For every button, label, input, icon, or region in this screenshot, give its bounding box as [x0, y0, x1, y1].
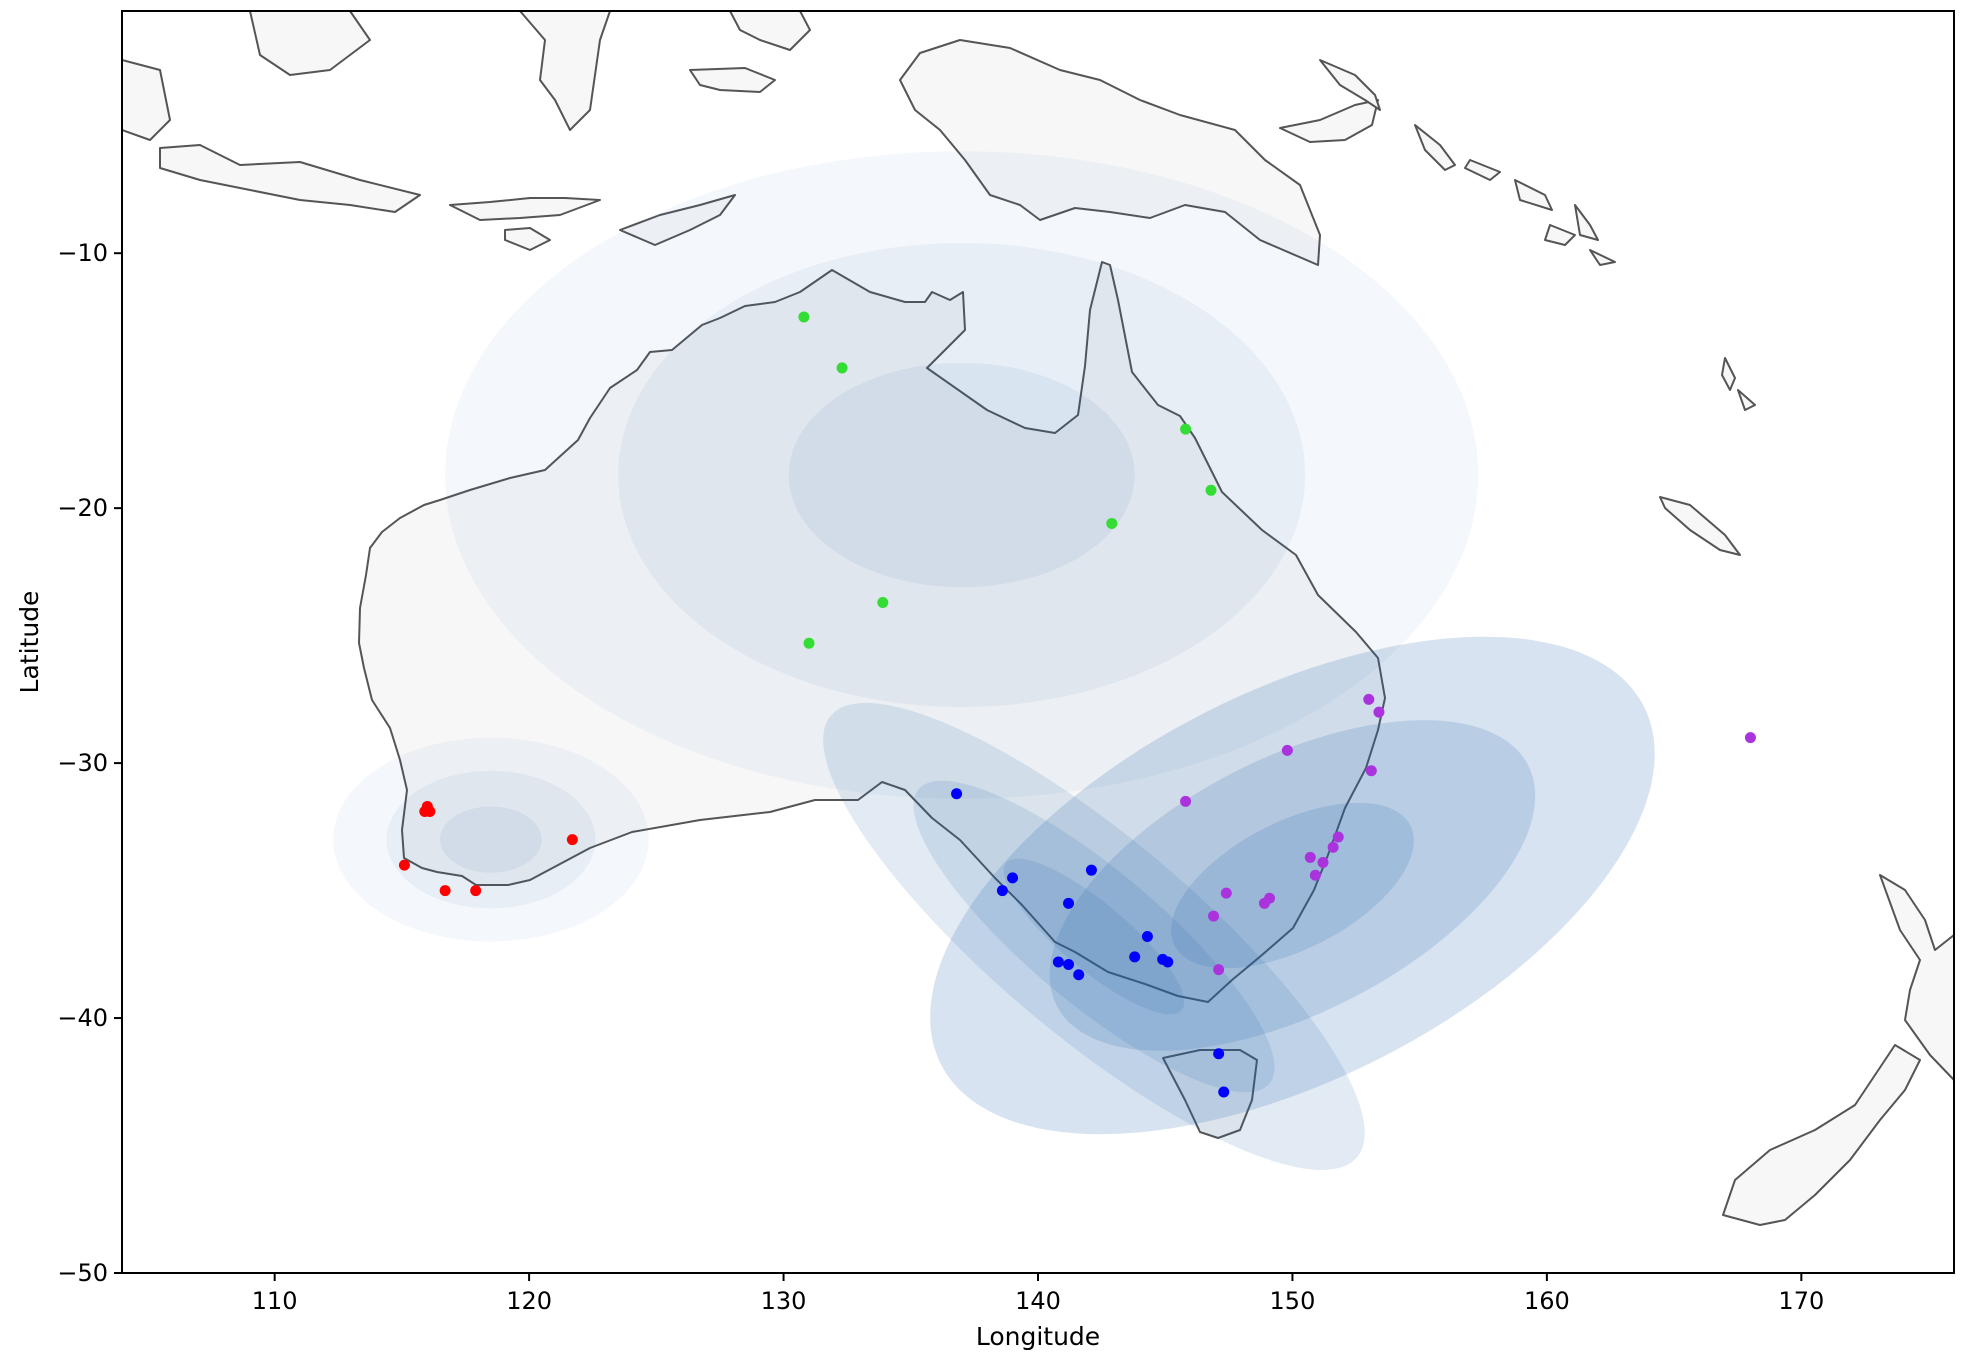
data-point-3-15	[1744, 732, 1756, 744]
timor-landmass	[449, 197, 601, 221]
borneo-sulawesi-landmass	[249, 11, 371, 76]
new-ireland-landmass	[1319, 59, 1381, 111]
data-point-3-0	[1363, 693, 1375, 705]
data-point-3-7	[1304, 851, 1316, 863]
data-point-0-3	[566, 834, 578, 846]
data-point-2-0	[951, 788, 963, 800]
density-ellipse-3-1	[913, 780, 1275, 1093]
density-ellipse-1-0	[333, 737, 649, 942]
data-point-0-2	[424, 806, 436, 818]
sulawesi-landmass	[519, 11, 611, 131]
data-point-2-12	[1213, 1048, 1225, 1060]
data-point-2-9	[1052, 956, 1064, 968]
x-tick-label: 140	[1015, 1287, 1061, 1315]
data-point-3-4	[1180, 795, 1192, 807]
data-point-3-9	[1309, 869, 1321, 881]
x-tick-label: 150	[1270, 1287, 1316, 1315]
new-zealand-south-island	[1722, 1044, 1921, 1226]
axis-layer: 110 120 130 140 150 160 170 −10 −20 −30 −40 −50	[57, 239, 1824, 1315]
data-point-1-3	[1205, 484, 1217, 496]
data-point-3-1	[1373, 706, 1385, 718]
density-ellipse-1-1	[386, 770, 596, 909]
data-point-1-0	[798, 311, 810, 323]
data-point-2-10	[1063, 959, 1075, 971]
data-point-3-14	[1213, 964, 1225, 976]
timor-east-landmass	[619, 194, 736, 246]
x-tick-label: 120	[506, 1287, 552, 1315]
sumatra-java-landmass	[122, 59, 171, 141]
data-point-2-4	[1063, 897, 1075, 909]
y-tick-label: −20	[57, 494, 108, 522]
data-point-1-4	[1106, 517, 1118, 529]
seram-landmass	[729, 11, 811, 51]
data-point-2-6	[1129, 951, 1141, 963]
data-point-1-6	[803, 637, 815, 649]
data-point-2-2	[996, 885, 1008, 897]
data-point-2-5	[1141, 930, 1153, 942]
density-ellipse-2-1	[1049, 720, 1536, 1051]
ellipse-layer	[333, 151, 1655, 1171]
data-point-2-3	[1085, 864, 1097, 876]
density-ellipse-0-0	[445, 151, 1479, 799]
data-point-3-5	[1332, 831, 1344, 843]
density-ellipse-1-2	[440, 806, 542, 873]
data-point-1-5	[877, 596, 889, 608]
data-point-2-11	[1073, 969, 1085, 981]
data-point-3-2	[1281, 744, 1293, 756]
data-point-2-13	[1218, 1086, 1230, 1098]
y-tick-label: −50	[57, 1259, 108, 1287]
australia-landmass	[358, 261, 1386, 1003]
new-caledonia-landmass	[1659, 496, 1741, 556]
solomon-islands	[1414, 124, 1616, 266]
data-point-0-5	[439, 885, 451, 897]
x-tick-label: 160	[1524, 1287, 1570, 1315]
density-ellipse-2-2	[1171, 802, 1414, 969]
new-guinea-landmass	[899, 39, 1321, 266]
data-point-3-8	[1317, 857, 1329, 869]
data-point-3-3	[1365, 765, 1377, 777]
new-britain-landmass	[1279, 99, 1379, 143]
y-tick-label: −10	[57, 239, 108, 267]
lesser-sunda-islands	[159, 144, 421, 213]
density-ellipse-2-0	[930, 636, 1655, 1135]
plot-area	[122, 11, 1954, 1226]
density-ellipse-0-2	[788, 362, 1135, 588]
y-tick-label: −40	[57, 1004, 108, 1032]
y-tick-label: −30	[57, 749, 108, 777]
x-tick-label: 110	[252, 1287, 298, 1315]
density-ellipse-3-0	[823, 702, 1365, 1171]
density-ellipse-3-2	[1003, 858, 1185, 1015]
point-layer	[398, 311, 1756, 1098]
data-point-0-6	[470, 885, 482, 897]
data-point-1-1	[836, 362, 848, 374]
data-point-2-1	[1007, 872, 1019, 884]
x-tick-label: 170	[1778, 1287, 1824, 1315]
maluku-islands	[689, 67, 776, 93]
data-point-0-4	[398, 859, 410, 871]
flores-landmass	[504, 227, 551, 251]
data-point-3-12	[1258, 897, 1270, 909]
data-point-3-13	[1208, 910, 1220, 922]
vanuatu-islands	[1721, 357, 1756, 411]
data-point-3-10	[1220, 887, 1232, 899]
x-axis-label: Longitude	[976, 1322, 1100, 1351]
data-point-1-2	[1180, 423, 1192, 435]
x-tick-label: 130	[761, 1287, 807, 1315]
data-point-3-6	[1327, 841, 1339, 853]
new-zealand-north-island	[1879, 874, 1954, 1081]
density-ellipse-0-1	[618, 243, 1306, 708]
y-axis-label: Latitude	[15, 591, 44, 694]
data-point-2-8	[1162, 956, 1174, 968]
coastline-layer	[122, 11, 1954, 1226]
